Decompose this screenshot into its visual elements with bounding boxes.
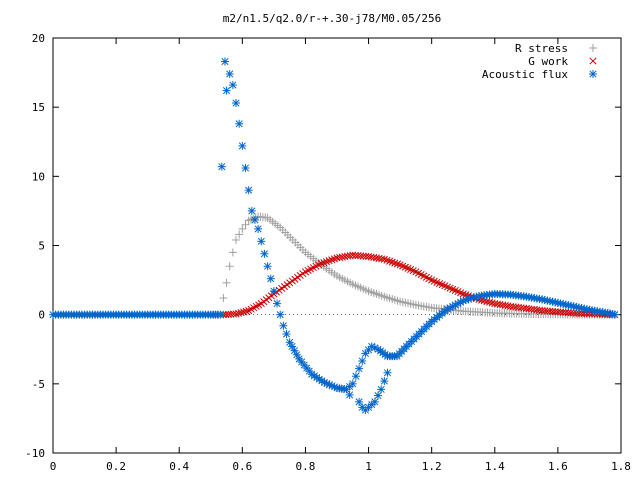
acoustic-flux-point xyxy=(238,141,247,150)
g-work-point xyxy=(234,309,243,317)
legend-label: R stress xyxy=(515,42,568,55)
acoustic-flux-point xyxy=(225,69,234,78)
g-work-point xyxy=(346,252,354,260)
acoustic-flux-point xyxy=(273,299,282,308)
y-tick-label: 15 xyxy=(32,101,45,114)
g-work-point xyxy=(242,307,250,315)
acoustic-flux-point xyxy=(269,287,278,296)
y-tick-label: -10 xyxy=(25,447,45,460)
acoustic-flux-point xyxy=(217,162,226,171)
g-work-point xyxy=(330,255,338,263)
acoustic-flux-point xyxy=(610,310,619,319)
g-work-point xyxy=(388,258,396,266)
g-work-point xyxy=(383,256,391,264)
r-stress-point xyxy=(228,248,237,257)
acoustic-flux-point xyxy=(232,99,241,108)
g-work-point xyxy=(378,255,386,263)
acoustic-flux-point xyxy=(355,397,364,406)
acoustic-flux-point xyxy=(260,249,269,258)
acoustic-flux-point xyxy=(244,186,253,195)
y-tick-label: 5 xyxy=(38,240,45,253)
g-work-point xyxy=(325,257,333,265)
x-tick-label: 0 xyxy=(50,460,57,473)
x-tick-label: 0.8 xyxy=(296,460,316,473)
legend-marker-g-work xyxy=(589,57,597,65)
legend-label: Acoustic flux xyxy=(482,68,568,81)
acoustic-flux-point xyxy=(355,364,364,373)
x-tick-label: 1.4 xyxy=(485,460,505,473)
acoustic-flux-point xyxy=(351,372,360,381)
g-work-point xyxy=(240,308,248,316)
x-tick-label: 0.4 xyxy=(169,460,189,473)
x-tick-label: 1.8 xyxy=(611,460,631,473)
acoustic-flux-point xyxy=(377,385,386,394)
r-stress-point xyxy=(238,224,247,233)
acoustic-flux-point xyxy=(222,86,231,95)
acoustic-flux-point xyxy=(380,377,389,386)
y-tick-label: 0 xyxy=(38,309,45,322)
g-work-point xyxy=(237,309,245,317)
acoustic-flux-point xyxy=(383,368,392,377)
acoustic-flux-point xyxy=(263,262,272,271)
axes: 0 0.2 0.4 0.6 0.8 1 1.2 1.4 1.6 1.8 -10 -5 0 5 10 15 20 xyxy=(25,32,631,473)
acoustic-flux-point xyxy=(266,274,275,283)
g-work-point xyxy=(317,259,325,268)
y-tick-label: -5 xyxy=(32,378,45,391)
g-work-point xyxy=(328,256,336,264)
g-work-point xyxy=(391,259,399,267)
acoustic-flux-point xyxy=(276,310,285,319)
legend-label: G work xyxy=(528,55,568,68)
acoustic-flux-point xyxy=(374,391,383,400)
legend-marker-acoustic-flux xyxy=(589,70,597,78)
acoustic-flux-point xyxy=(282,330,291,339)
r-stress-point xyxy=(232,235,241,244)
g-work-point xyxy=(320,259,328,267)
acoustic-flux-point xyxy=(348,379,357,388)
acoustic-flux-point xyxy=(279,321,288,330)
y-tick-label: 20 xyxy=(32,32,45,45)
g-work-point xyxy=(322,258,331,266)
acoustic-flux-point xyxy=(292,350,301,359)
acoustic-flux-point xyxy=(370,397,379,406)
g-work-point xyxy=(386,257,394,265)
x-tick-label: 0.2 xyxy=(106,460,126,473)
r-stress-point xyxy=(222,278,231,287)
g-work-point xyxy=(485,298,494,306)
r-stress-point xyxy=(235,230,244,239)
acoustic-flux-point xyxy=(220,57,229,66)
acoustic-flux-point xyxy=(358,357,367,366)
x-tick-label: 1.6 xyxy=(548,460,568,473)
r-stress-point xyxy=(241,220,250,229)
r-stress-point xyxy=(219,294,228,303)
acoustic-flux-point xyxy=(345,390,354,399)
acoustic-flux-point xyxy=(250,215,259,224)
data-marks xyxy=(49,57,619,415)
g-work-point xyxy=(393,260,402,268)
g-work-point xyxy=(483,297,491,306)
chart-title: m2/n1.5/q2.0/r-+.30-j78/M0.05/256 xyxy=(223,12,442,25)
acoustic-flux-point xyxy=(247,206,256,215)
r-stress-point xyxy=(225,262,234,271)
y-tick-label: 10 xyxy=(32,170,45,183)
acoustic-flux-point xyxy=(241,164,250,173)
acoustic-flux-point xyxy=(235,119,244,128)
legend-marker-r-stress xyxy=(589,44,597,52)
x-tick-label: 1.2 xyxy=(422,460,442,473)
acoustic-flux-point xyxy=(216,310,225,319)
x-tick-label: 1 xyxy=(365,460,372,473)
x-tick-label: 0.6 xyxy=(232,460,252,473)
acoustic-flux-point xyxy=(257,237,266,246)
acoustic-flux-point xyxy=(228,81,237,90)
acoustic-flux-point xyxy=(254,224,263,233)
g-work-point xyxy=(380,255,388,263)
g-work-point xyxy=(232,310,240,318)
g-work-point xyxy=(488,299,496,307)
